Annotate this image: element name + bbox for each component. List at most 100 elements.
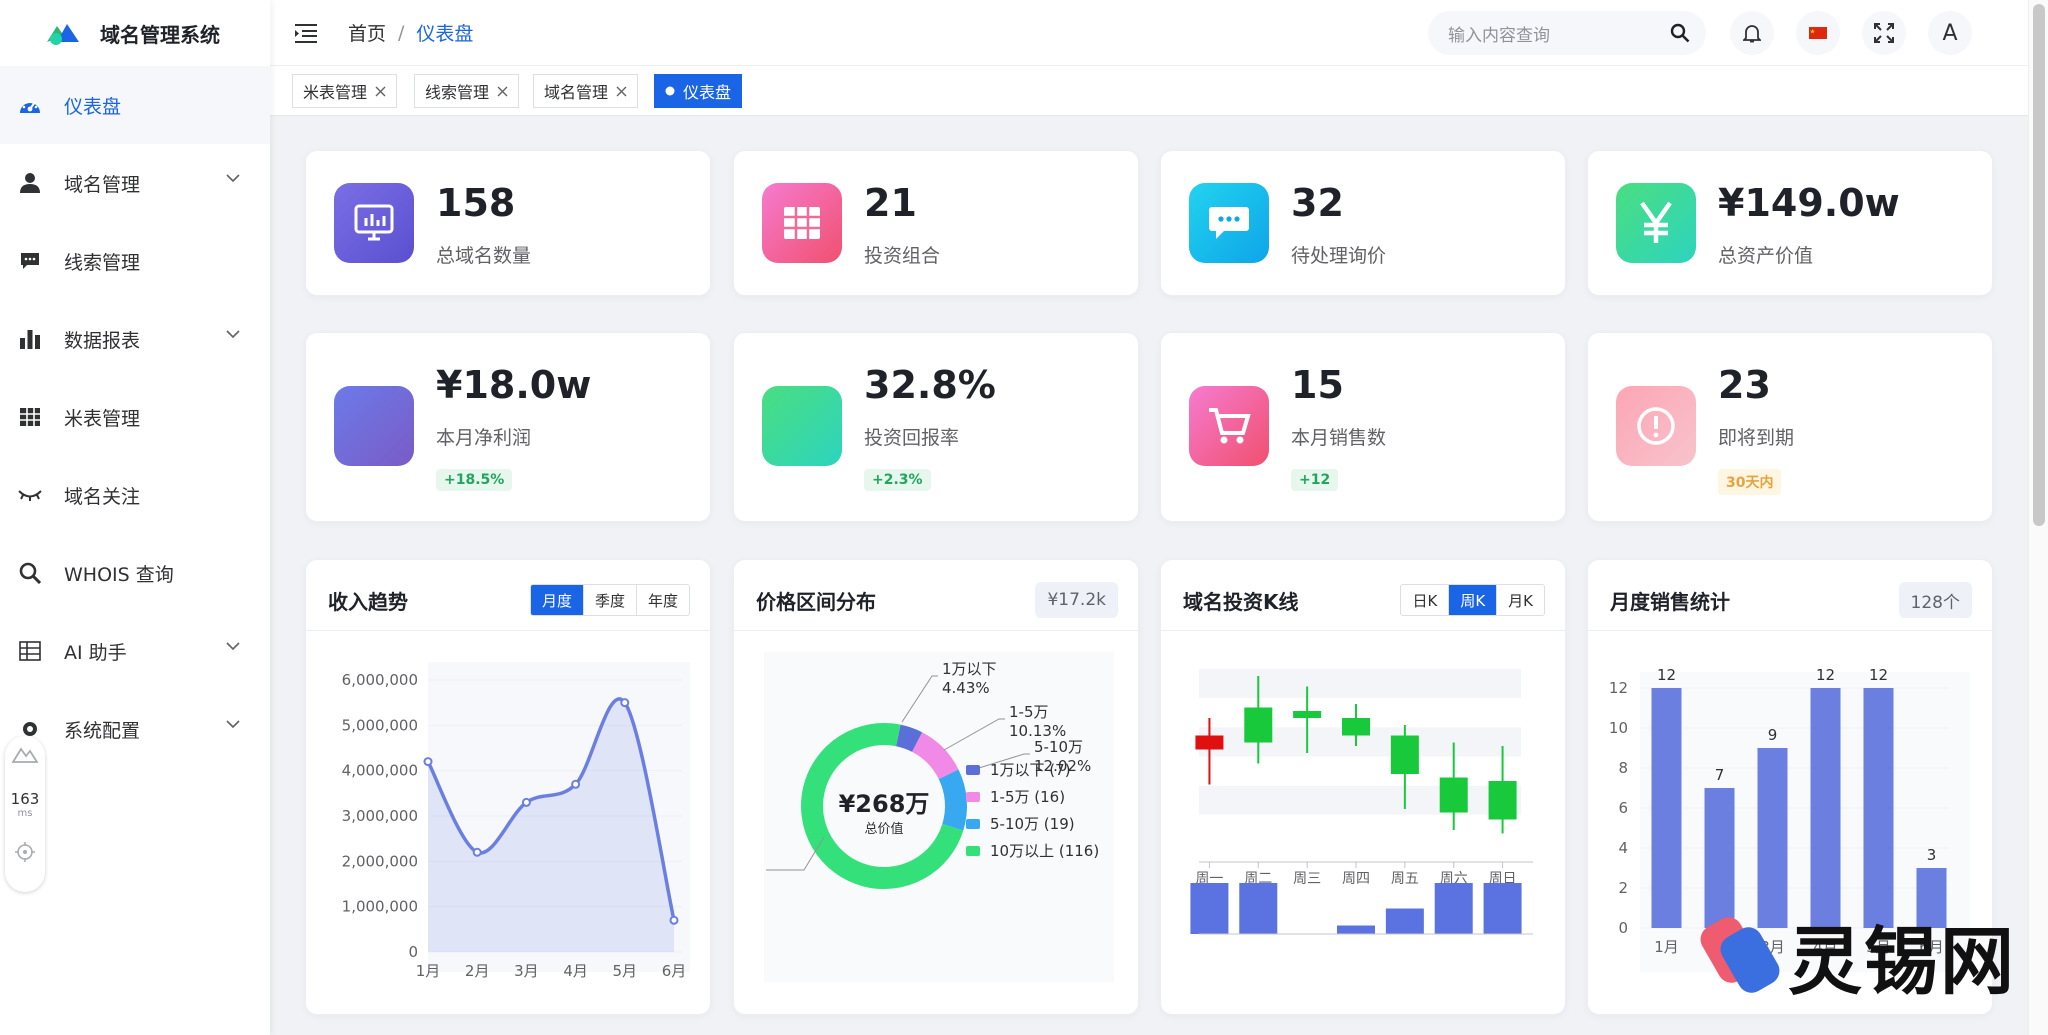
target-icon[interactable]: [14, 841, 36, 863]
stat-badge: +18.5%: [436, 469, 513, 491]
candle-body: [1390, 735, 1419, 774]
candle-body: [1195, 735, 1224, 750]
candle-body: [1293, 711, 1322, 718]
breadcrumb-home[interactable]: 首页: [348, 23, 387, 45]
x-tick-label: 1月: [1654, 938, 1679, 956]
pie-slice: [801, 723, 964, 889]
sidebar-item-domains[interactable]: 域名管理: [0, 144, 270, 222]
stat-label: 即将到期: [1718, 427, 1795, 449]
tag-mibiao[interactable]: 米表管理: [292, 74, 398, 108]
callout-label: 1万以下: [942, 660, 997, 678]
tags-bar: 米表管理 线索管理 域名管理 仪表盘: [270, 66, 2028, 116]
table-icon: [16, 403, 44, 431]
card-title: 收入趋势: [328, 590, 408, 614]
scrollbar-thumb[interactable]: [2033, 4, 2045, 526]
x-tick-label: 3月: [514, 962, 539, 980]
data-point: [620, 698, 630, 708]
stat-value: 32.8%: [864, 363, 996, 407]
stat-label: 投资回报率: [864, 427, 960, 449]
sales-bar-chart: 121086420121月72月93月124月125月36月: [1609, 666, 1970, 972]
band: [1199, 814, 1521, 844]
sidebar-item-watch[interactable]: 域名关注: [0, 456, 270, 534]
monthly-sales-card: 月度销售统计 128个 121086420121月72月93月124月125月3…: [1587, 559, 1993, 1015]
sidebar-item-reports[interactable]: 数据报表: [0, 300, 270, 378]
stat-label: 投资组合: [864, 245, 941, 267]
x-tick-label: 6月: [662, 962, 687, 980]
menu-fold-icon[interactable]: [294, 23, 318, 43]
callout-percent: 12.02%: [1034, 757, 1091, 775]
stat-label: 待处理询价: [1291, 245, 1387, 267]
donut-center-label: 总价值: [864, 821, 903, 837]
bar: [1651, 688, 1682, 928]
bar: [1704, 788, 1735, 928]
tab-week-k[interactable]: 周K: [1448, 585, 1497, 615]
y-tick-label: 0: [1618, 919, 1628, 937]
tag-domains[interactable]: 域名管理: [533, 74, 639, 108]
candle-body: [1244, 707, 1273, 743]
fullscreen-icon: [1874, 23, 1894, 43]
y-tick-label: 4,000,000: [342, 762, 418, 780]
tab-yearly[interactable]: 年度: [635, 585, 689, 615]
close-icon[interactable]: [497, 86, 508, 97]
stat-badge: +12: [1291, 469, 1339, 491]
perf-widget[interactable]: 163 ms: [5, 736, 45, 892]
legend-swatch: [966, 765, 980, 775]
sidebar-item-mibiao[interactable]: 米表管理: [0, 378, 270, 456]
sidebar-item-label: 数据报表: [64, 329, 141, 352]
avatar[interactable]: A: [1928, 11, 1972, 55]
search-icon: [16, 559, 44, 587]
stat-label: 本月销售数: [1291, 427, 1387, 449]
x-tick-label: 周四: [1342, 871, 1370, 887]
x-tick-label: 5月: [1866, 938, 1891, 956]
bar-value-label: 3: [1927, 846, 1937, 864]
watermark: 灵锡网: [1700, 902, 2016, 1009]
page-scrollbar[interactable]: [2028, 0, 2048, 1035]
legend-label: 1万以下 (7): [990, 761, 1071, 779]
search-input[interactable]: 输入内容查询: [1428, 11, 1706, 55]
tab-month-k[interactable]: 月K: [1496, 585, 1544, 615]
x-tick-label: 2月: [465, 962, 490, 980]
tag-leads[interactable]: 线索管理: [414, 74, 520, 108]
stat-label: 总资产价值: [1718, 245, 1814, 267]
divider: [734, 630, 1138, 631]
candle-body: [1439, 777, 1468, 813]
cart-icon: [1189, 386, 1269, 466]
stat-value: 158: [436, 181, 516, 225]
search-icon[interactable]: [1670, 23, 1690, 43]
tag-dashboard[interactable]: 仪表盘: [654, 74, 743, 108]
revenue-chart: 6,000,000 5,000,000 4,000,000 3,000,000 2,00…: [342, 662, 690, 980]
volume-bar: [1483, 883, 1522, 934]
x-tick-label: 4月: [563, 962, 588, 980]
mountain-icon: [12, 747, 38, 763]
language-button[interactable]: [1796, 11, 1840, 55]
tab-monthly[interactable]: 月度: [530, 585, 583, 615]
sidebar-item-dashboard[interactable]: 仪表盘: [0, 66, 270, 144]
stat-badge: +2.3%: [864, 469, 931, 491]
y-tick-label: 5,000,000: [342, 716, 418, 734]
sidebar-item-label: AI 助手: [64, 641, 127, 664]
data-point: [521, 797, 531, 807]
callout-line: [901, 675, 938, 723]
sidebar-item-leads[interactable]: 线索管理: [0, 222, 270, 300]
kline-card: 域名投资K线 日K 周K 月K 周一 周二 周三 周四 周五 周六 周日: [1160, 559, 1566, 1015]
stat-card-portfolios: 21 投资组合: [733, 150, 1139, 296]
close-icon[interactable]: [616, 86, 627, 97]
sidebar-item-label: 仪表盘: [64, 95, 122, 118]
close-icon[interactable]: [375, 86, 386, 97]
tab-quarterly[interactable]: 季度: [582, 585, 636, 615]
config-icon: [16, 715, 44, 743]
sidebar-item-whois[interactable]: WHOIS 查询: [0, 534, 270, 612]
kline-chart: 周一 周二 周三 周四 周五 周六 周日: [1190, 669, 1533, 935]
sidebar-item-settings[interactable]: 系统配置: [0, 690, 270, 768]
sidebar-item-ai[interactable]: AI 助手: [0, 612, 270, 690]
divider: [306, 630, 710, 631]
price-distribution-card: 价格区间分布 ¥17.2k ¥268万 总价值 1万以下 4.43% 1-5万 10.13…: [733, 559, 1139, 1015]
legend-swatch: [966, 792, 980, 802]
notification-button[interactable]: [1730, 11, 1774, 55]
sidebar-item-label: 米表管理: [64, 407, 141, 430]
stat-card-roi: 32.8% 投资回报率 +2.3%: [733, 332, 1139, 522]
app-logo[interactable]: 域名管理系统: [0, 0, 270, 66]
fullscreen-button[interactable]: [1862, 11, 1906, 55]
tab-day-k[interactable]: 日K: [1412, 591, 1438, 610]
